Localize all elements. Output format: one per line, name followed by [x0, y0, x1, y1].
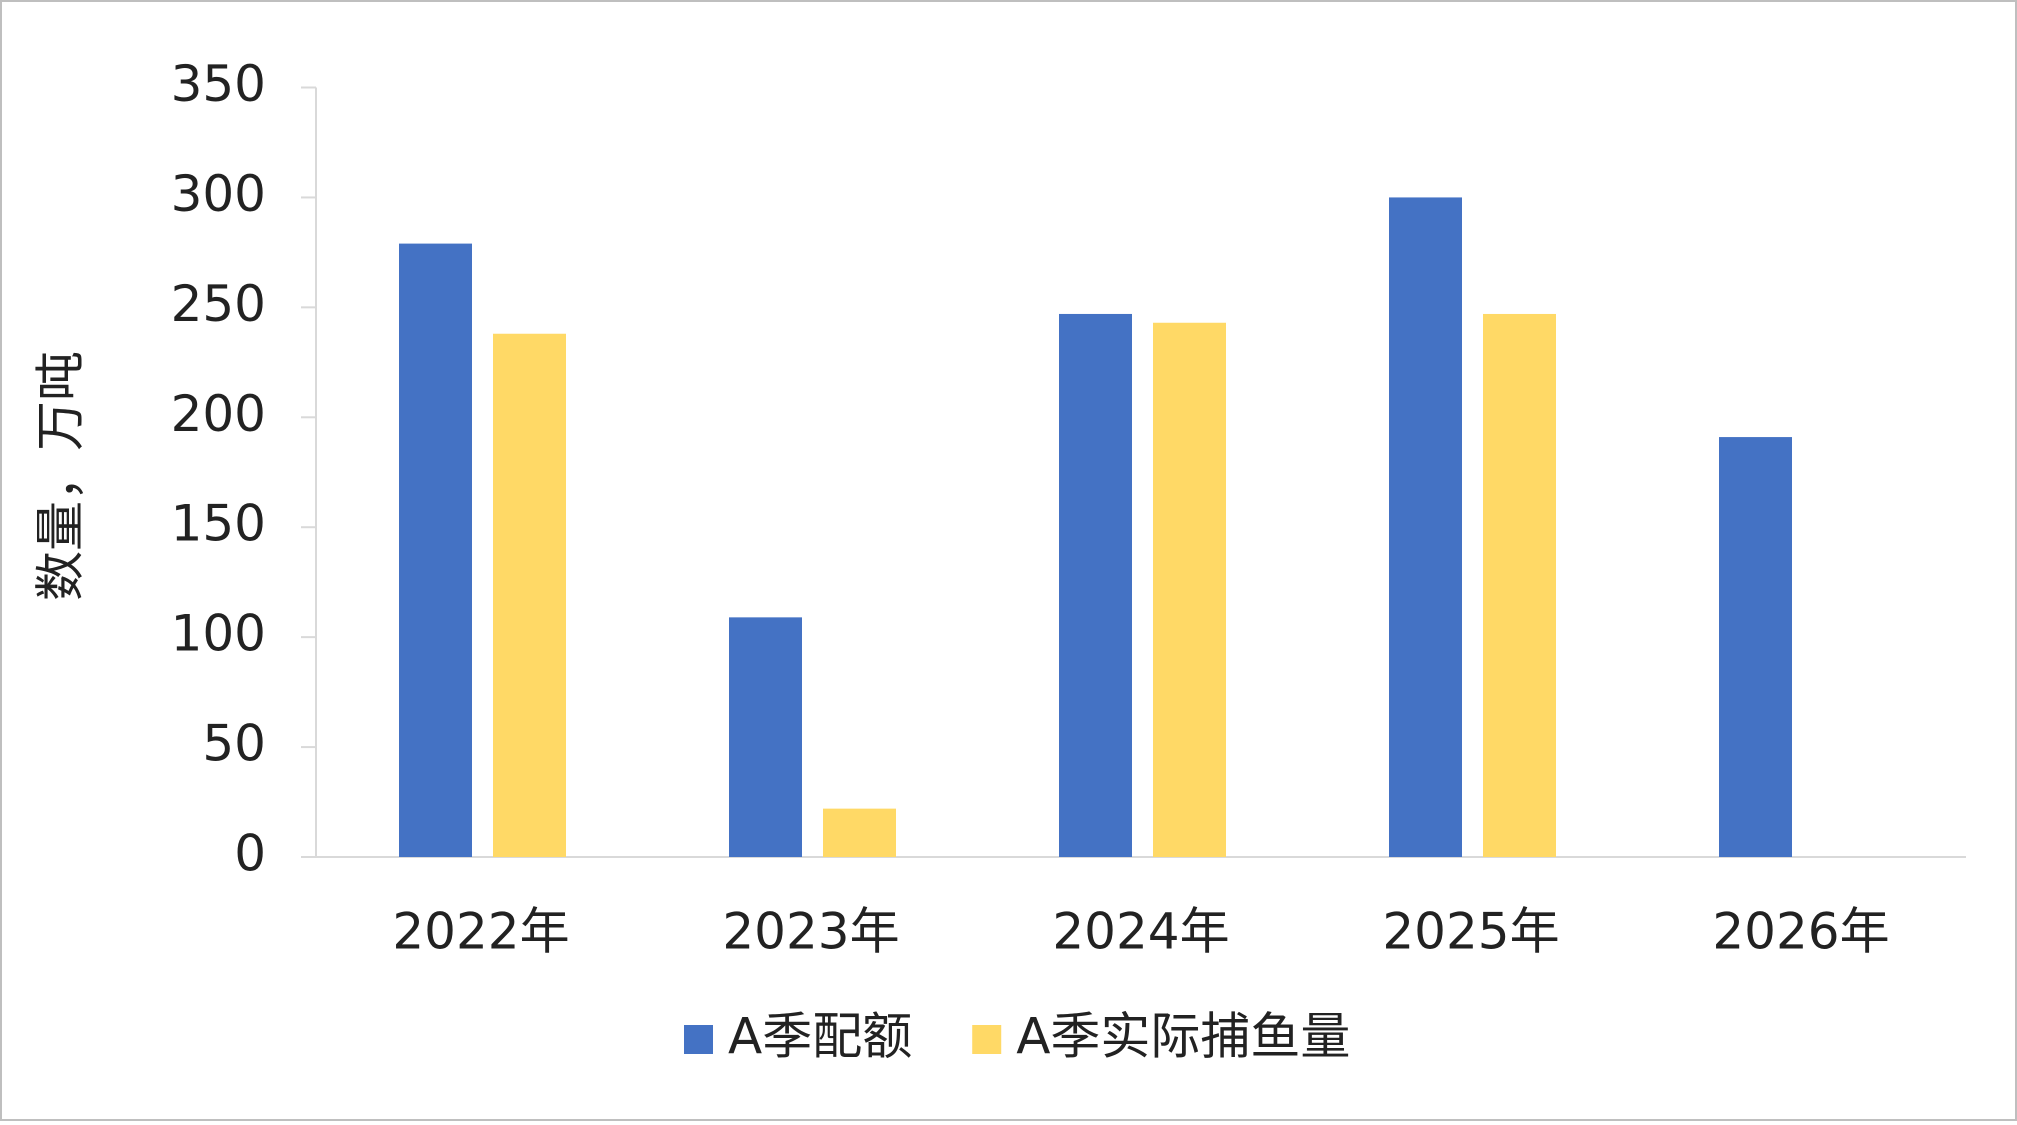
bar [1719, 437, 1792, 857]
bar [1059, 313, 1132, 857]
y-tick-label: 0 [234, 825, 266, 883]
y-tick-label: 300 [171, 165, 266, 223]
y-tick-label: 200 [171, 385, 266, 443]
bar [399, 243, 472, 857]
bar [1389, 197, 1462, 857]
legend-label: A季实际捕鱼量 [1016, 1008, 1350, 1066]
bar [493, 333, 566, 857]
x-tick-label: 2024年 [1052, 903, 1229, 961]
bar [1483, 313, 1556, 857]
x-tick-label: 2025年 [1382, 903, 1559, 961]
x-tick-label: 2023年 [722, 903, 899, 961]
legend-swatch [972, 1025, 1002, 1054]
y-tick-label: 250 [171, 275, 266, 333]
y-tick-label: 50 [202, 715, 266, 773]
y-axis-label: 数量，万吨 [32, 351, 90, 601]
y-tick-label: 350 [171, 55, 266, 113]
x-tick-label: 2022年 [392, 903, 569, 961]
bar [1153, 322, 1226, 857]
legend-label: A季配额 [728, 1008, 912, 1066]
y-tick-label: 150 [171, 495, 266, 553]
y-tick-label: 100 [171, 605, 266, 663]
bar [729, 617, 802, 857]
x-tick-label: 2026年 [1712, 903, 1889, 961]
legend-swatch [684, 1025, 713, 1054]
bar [823, 808, 896, 857]
